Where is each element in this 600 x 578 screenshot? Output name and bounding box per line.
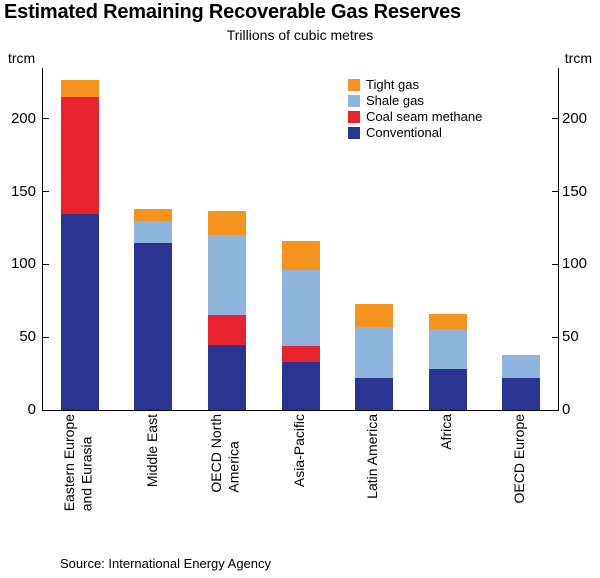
bar-segment-conventional [134,242,173,410]
x-axis-category-label: OECD North America [208,414,242,493]
x-axis-category-label: OECD Europe [511,414,528,504]
legend-label-conventional: Conventional [366,125,442,140]
chart-subtitle: Trillions of cubic metres [226,27,374,43]
bar-segment-conventional [355,377,394,410]
y-axis-label-right: 100 [562,255,588,273]
bar-segment-shale-gas [502,354,541,378]
y-axis-tick [43,263,49,265]
legend-label-coal-seam-methane: Coal seam methane [366,109,483,124]
y-axis-label-right: 0 [562,401,571,418]
legend: Tight gas Shale gas Coal seam methane Conve… [348,77,482,141]
y-axis-unit-left: trcm [8,50,36,66]
bar-segment-conventional [281,361,320,410]
y-axis-tick [552,263,558,265]
legend-item-conventional: Conventional [348,125,482,141]
bar-segment-conventional [60,213,99,410]
legend-item-coal-seam-methane: Coal seam methane [348,109,482,125]
source-note: Source: International Energy Agency [60,556,272,571]
bar-segment-conventional [428,369,467,410]
legend-swatch-conventional [348,127,360,139]
x-axis-category-label: Latin America [364,414,381,499]
legend-swatch-tight-gas [348,79,360,91]
legend-swatch-shale-gas [348,95,360,107]
bar-segment-tight-gas [428,313,467,329]
y-axis-label-right: 200 [562,109,588,127]
legend-label-tight-gas: Tight gas [366,77,419,92]
y-axis-label-left: 200 [10,109,36,127]
legend-item-tight-gas: Tight gas [348,77,482,93]
y-axis-tick [552,118,558,120]
bar-segment-conventional [502,377,541,410]
y-axis-unit-right: trcm [564,50,592,66]
bar-segment-tight-gas [355,303,394,328]
y-axis-tick [43,118,49,120]
bar-segment-coal-seam-methane [60,97,99,214]
bar-segment-shale-gas [355,327,394,378]
chart-title: Estimated Remaining Recoverable Gas Rese… [4,1,461,23]
bar-segment-tight-gas [60,79,99,98]
x-axis-category-label: Middle East [143,414,160,488]
bar-segment-shale-gas [207,235,246,316]
plot-area [42,68,559,411]
y-axis-label-left: 0 [27,401,36,418]
y-axis-tick [43,191,49,193]
y-axis-tick [552,336,558,338]
bar-segment-shale-gas [428,328,467,370]
bar-segment-coal-seam-methane [281,345,320,362]
bar-segment-tight-gas [207,210,246,236]
bar-segment-tight-gas [134,209,173,221]
bar-segment-coal-seam-methane [207,315,246,345]
x-axis-category-label: Africa [437,414,454,450]
bar-segment-conventional [207,344,246,410]
x-axis-category-label: Asia-Pacific [290,414,307,488]
y-axis-label-right: 50 [562,328,579,346]
bar-segment-shale-gas [281,270,320,346]
legend-label-shale-gas: Shale gas [366,93,424,108]
x-axis-category-label: Eastern Europe and Eurasia [61,414,95,512]
bar-segment-tight-gas [281,241,320,271]
y-axis-tick [552,191,558,193]
y-axis-label-left: 100 [10,255,36,273]
y-axis-label-left: 150 [10,182,36,200]
y-axis-label-left: 50 [19,328,36,346]
legend-swatch-coal-seam-methane [348,111,360,123]
y-axis-label-right: 150 [562,182,588,200]
bar-segment-shale-gas [134,220,173,243]
legend-item-shale-gas: Shale gas [348,93,482,109]
y-axis-tick [43,336,49,338]
